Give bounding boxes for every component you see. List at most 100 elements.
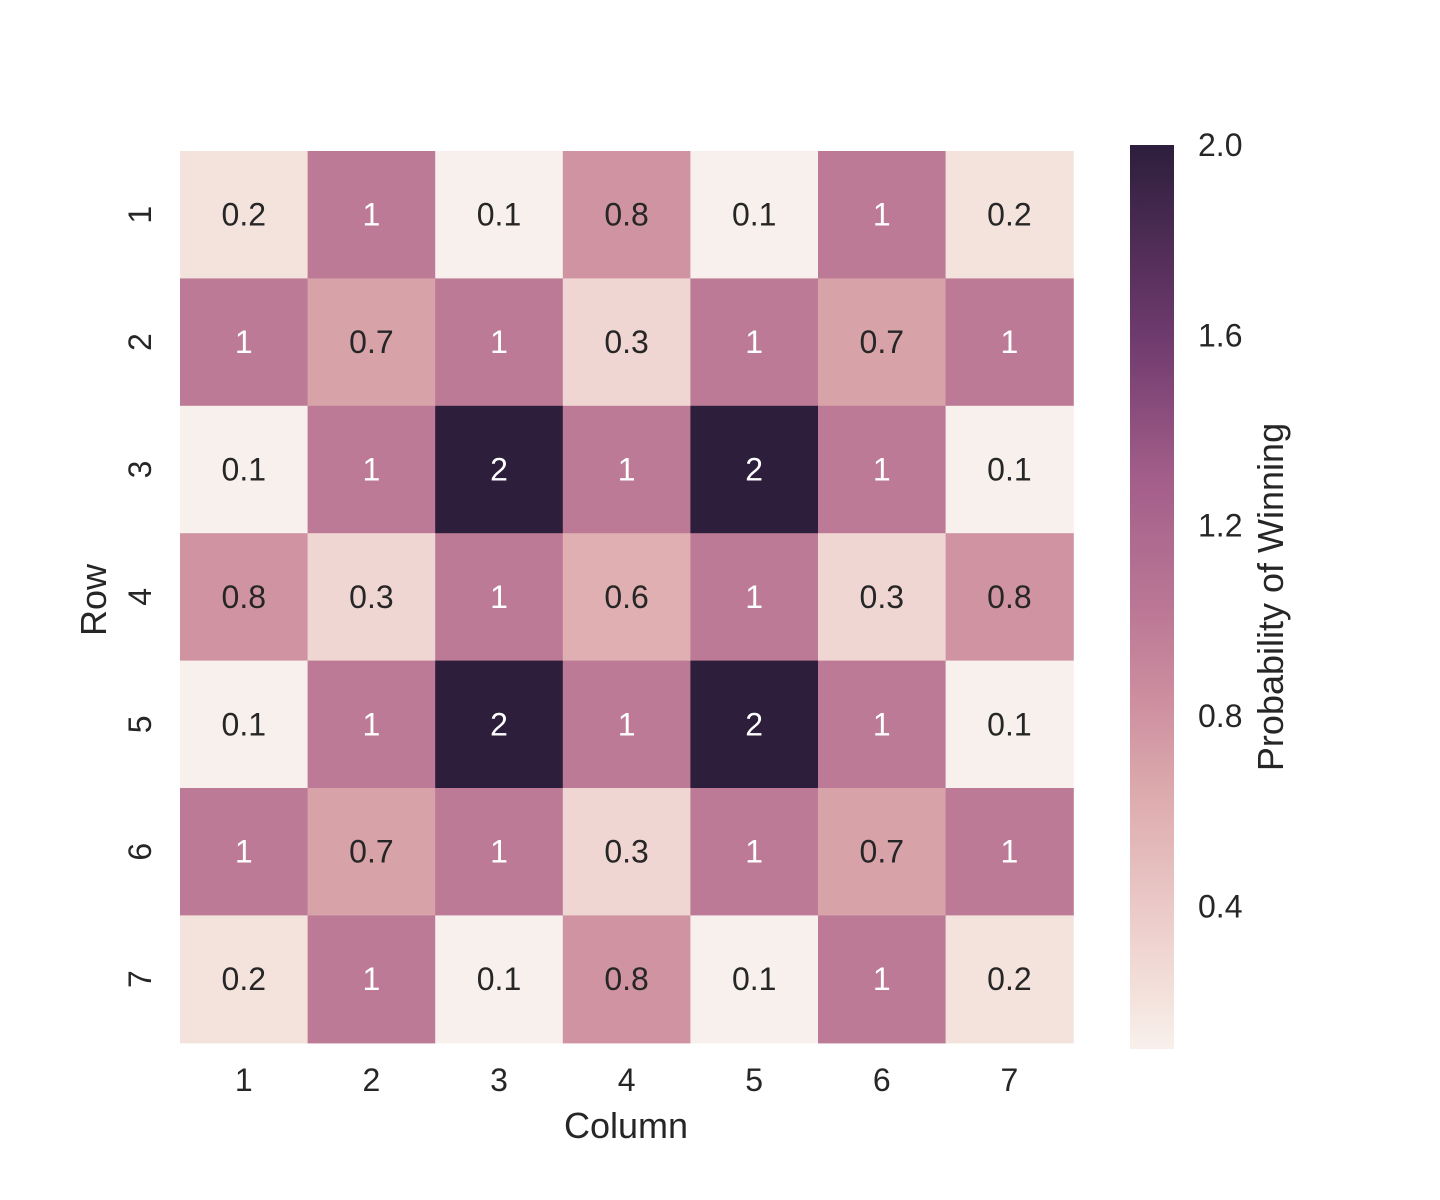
cell-label-r7-c6: 1 xyxy=(873,961,891,997)
cell-label-r7-c2: 1 xyxy=(363,961,381,997)
cell-label-r3-c7: 0.1 xyxy=(987,452,1031,488)
cell-label-r1-c5: 0.1 xyxy=(732,197,776,233)
heatmap-cell-r7-c1 xyxy=(180,915,309,1044)
heatmap-cell-r7-c7 xyxy=(945,915,1074,1044)
cell-label-r6-c2: 0.7 xyxy=(349,834,393,870)
heatmap-cell-r2-c7 xyxy=(945,278,1074,407)
y-tick-label-6: 6 xyxy=(122,843,158,861)
heatmap-cell-r7-c3 xyxy=(435,915,564,1044)
cell-label-r6-c7: 1 xyxy=(1001,834,1019,870)
cell-label-r1-c1: 0.2 xyxy=(222,197,266,233)
heatmap-cell-r5-c6 xyxy=(818,660,947,789)
y-tick-label-5: 5 xyxy=(122,715,158,733)
heatmap-cell-r1-c4 xyxy=(562,151,691,279)
colorbar-tick-label-2.0: 2.0 xyxy=(1198,127,1242,163)
heatmap-cell-r1-c2 xyxy=(307,151,436,279)
heatmap-cell-r4-c6 xyxy=(818,533,947,662)
heatmap-cell-r3-c5 xyxy=(690,405,819,534)
x-tick-label-3: 3 xyxy=(490,1062,508,1098)
heatmap-cell-r5-c4 xyxy=(562,660,691,789)
x-tick-label-1: 1 xyxy=(235,1062,253,1098)
heatmap-cell-r6-c7 xyxy=(945,788,1074,916)
colorbar xyxy=(1130,145,1174,1049)
cell-label-r5-c1: 0.1 xyxy=(222,706,266,742)
cell-label-r3-c4: 1 xyxy=(618,452,636,488)
heatmap-cell-r6-c5 xyxy=(690,788,819,916)
x-tick-label-5: 5 xyxy=(745,1062,763,1098)
heatmap-cell-r4-c4 xyxy=(562,533,691,662)
cell-label-r2-c4: 0.3 xyxy=(604,324,648,360)
cell-label-r6-c5: 1 xyxy=(745,834,763,870)
cell-label-r7-c3: 0.1 xyxy=(477,961,521,997)
y-tick-label-2: 2 xyxy=(122,333,158,351)
heatmap-cell-r4-c3 xyxy=(435,533,564,662)
heatmap-cell-r7-c2 xyxy=(307,915,436,1044)
heatmap-cell-r7-c5 xyxy=(690,915,819,1044)
cell-label-r3-c6: 1 xyxy=(873,452,891,488)
colorbar-tick-labels: 0.4 0.8 1.2 1.6 2.0 xyxy=(1198,127,1242,924)
cell-label-r7-c4: 0.8 xyxy=(604,961,648,997)
cell-label-r6-c6: 0.7 xyxy=(860,834,904,870)
heatmap-cell-r2-c3 xyxy=(435,278,564,407)
cell-label-r4-c4: 0.6 xyxy=(604,579,648,615)
heatmap-cell-r2-c6 xyxy=(818,278,947,407)
cell-label-r3-c2: 1 xyxy=(363,452,381,488)
cell-label-r4-c1: 0.8 xyxy=(222,579,266,615)
cell-label-r1-c3: 0.1 xyxy=(477,197,521,233)
x-tick-label-4: 4 xyxy=(618,1062,636,1098)
heatmap-cell-r1-c1 xyxy=(180,151,309,279)
cell-label-r7-c7: 0.2 xyxy=(987,961,1031,997)
cell-label-r6-c4: 0.3 xyxy=(604,834,648,870)
heatmap-cell-r4-c5 xyxy=(690,533,819,662)
y-tick-label-1: 1 xyxy=(122,206,158,224)
cell-label-r4-c6: 0.3 xyxy=(860,579,904,615)
heatmap-cell-r3-c7 xyxy=(945,405,1074,534)
cell-label-r4-c5: 1 xyxy=(745,579,763,615)
cell-label-r3-c5: 2 xyxy=(745,452,763,488)
heatmap-cell-r5-c7 xyxy=(945,660,1074,789)
heatmap-cell-r2-c5 xyxy=(690,278,819,407)
cell-label-r3-c1: 0.1 xyxy=(222,452,266,488)
cell-label-r2-c5: 1 xyxy=(745,324,763,360)
y-axis-tick-labels: 1 2 3 4 5 6 7 xyxy=(122,206,158,988)
colorbar-tick-label-1.2: 1.2 xyxy=(1198,508,1242,544)
colorbar-tick-label-1.6: 1.6 xyxy=(1198,317,1242,353)
heatmap-cell-r4-c1 xyxy=(180,533,309,662)
colorbar-tick-label-0.4: 0.4 xyxy=(1198,888,1242,924)
heatmap-cell-r3-c4 xyxy=(562,405,691,534)
cell-label-r5-c2: 1 xyxy=(363,706,381,742)
heatmap-cells xyxy=(180,151,1074,1044)
x-axis-title: Column xyxy=(564,1105,688,1146)
heatmap-cell-r1-c3 xyxy=(435,151,564,279)
y-tick-label-4: 4 xyxy=(122,588,158,606)
x-tick-label-6: 6 xyxy=(873,1062,891,1098)
cell-label-r5-c7: 0.1 xyxy=(987,706,1031,742)
heatmap-cell-r2-c1 xyxy=(180,278,309,407)
heatmap-cell-r6-c3 xyxy=(435,788,564,916)
colorbar-title: Probability of Winning xyxy=(1250,423,1291,771)
heatmap-cell-r7-c6 xyxy=(818,915,947,1044)
cell-label-r3-c3: 2 xyxy=(490,452,508,488)
cell-label-r4-c3: 1 xyxy=(490,579,508,615)
heatmap-cell-r2-c2 xyxy=(307,278,436,407)
heatmap-cell-r6-c1 xyxy=(180,788,309,916)
cell-label-r1-c6: 1 xyxy=(873,197,891,233)
cell-label-r4-c7: 0.8 xyxy=(987,579,1031,615)
cell-label-r2-c1: 1 xyxy=(235,324,253,360)
cell-label-r5-c3: 2 xyxy=(490,706,508,742)
heatmap-cell-r1-c6 xyxy=(818,151,947,279)
heatmap-cell-r1-c5 xyxy=(690,151,819,279)
y-tick-label-3: 3 xyxy=(122,461,158,479)
y-tick-label-7: 7 xyxy=(122,970,158,988)
cell-label-r5-c6: 1 xyxy=(873,706,891,742)
cell-label-r5-c5: 2 xyxy=(745,706,763,742)
heatmap-cell-r7-c4 xyxy=(562,915,691,1044)
y-axis-title: Row xyxy=(73,563,114,636)
heatmap-cell-labels: 0.2 1 0.1 0.8 0.1 1 0.2 1 0.7 1 0.3 1 0.7 1 0.1 1 2 1 2 1 0.… xyxy=(222,197,1032,997)
heatmap-cell-r6-c6 xyxy=(818,788,947,916)
cell-label-r4-c2: 0.3 xyxy=(349,579,393,615)
cell-label-r2-c3: 1 xyxy=(490,324,508,360)
cell-label-r1-c4: 0.8 xyxy=(604,197,648,233)
cell-label-r5-c4: 1 xyxy=(618,706,636,742)
